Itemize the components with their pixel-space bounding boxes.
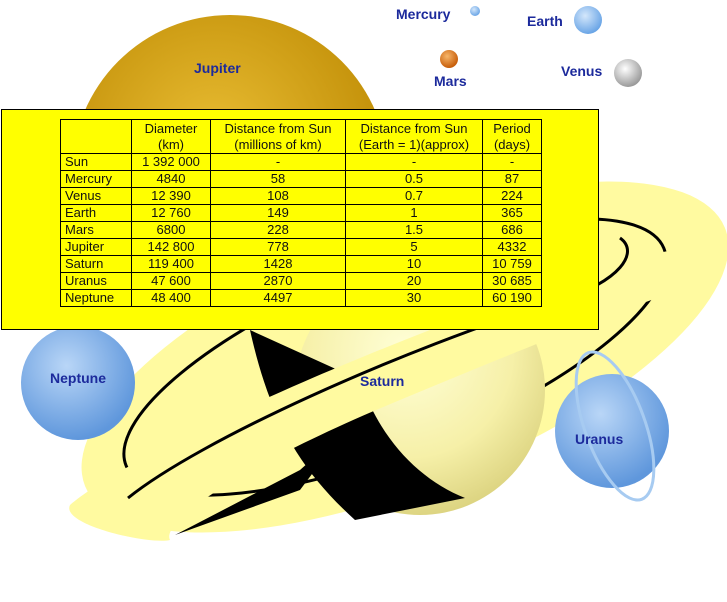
earth-label: Earth [527,13,563,29]
table-row: Sun 1 392 000- - - [60,153,542,171]
table-cell: 6800 [131,221,211,239]
planet-name-cell: Sun [60,153,132,171]
header-diameter-line2: (km) [158,137,184,152]
table-cell: 10 [345,255,483,273]
table-cell: 778 [210,238,346,256]
table-cell: 4497 [210,289,346,307]
header-distance-km-line1: Distance from Sun [224,121,332,136]
table-row: Neptune 48 400 4497 30 60 190 [60,289,542,307]
table-row: Mars 6800 228 1.5 686 [60,221,542,239]
header-diameter-line1: Diameter [144,121,198,136]
table-cell: 12 390 [131,187,211,205]
venus-label: Venus [561,63,603,79]
planet-name-cell: Saturn [60,255,132,273]
neptune-label: Neptune [50,370,106,386]
table-cell: 4840 [131,170,211,188]
mars-planet [440,50,458,68]
table-cell: 30 685 [482,272,542,290]
table-cell: 58 [210,170,346,188]
table-cell: 365 [482,204,542,222]
table-cell: 224 [482,187,542,205]
mars-label: Mars [434,73,467,89]
mercury-label: Mercury [396,6,451,22]
planet-data-panel: Diameter (km) Distance from Sun (million… [1,109,599,330]
table-row: Venus 12 390 108 0.7 224 [60,187,542,205]
table-cell: 108 [210,187,346,205]
planet-name-cell: Jupiter [60,238,132,256]
table-row: Uranus 47 600 2870 20 30 685 [60,272,542,290]
table-cell: - [482,153,542,171]
planet-name-cell: Mercury [60,170,132,188]
table-cell: 30 [345,289,483,307]
table-row: Jupiter 142 800 778 5 4332 [60,238,542,256]
saturn-label: Saturn [360,373,405,389]
uranus-label: Uranus [575,431,624,447]
table-cell: 149 [210,204,346,222]
table-cell: 5 [345,238,483,256]
table-cell: 60 190 [482,289,542,307]
table-row: Earth 12 760 149 1 365 [60,204,542,222]
uranus-ring [574,350,656,502]
table-cell: 1428 [210,255,346,273]
table-cell: 48 400 [131,289,211,307]
header-period-line1: Period [493,121,531,136]
table-cell: 0.5 [345,170,483,188]
planet-name-cell: Mars [60,221,132,239]
uranus-planet [555,374,669,488]
table-cell: 0.7 [345,187,483,205]
planet-name-cell: Neptune [60,289,132,307]
venus-planet [614,59,642,87]
table-cell: 686 [482,221,542,239]
header-diameter: Diameter (km) [131,119,211,154]
header-distance-au-line1: Distance from Sun [360,121,468,136]
planet-name-cell: Venus [60,187,132,205]
header-planet [60,119,132,154]
header-distance-au: Distance from Sun (Earth = 1)(approx) [345,119,483,154]
header-period-line2: (days) [493,137,531,152]
table-cell: 119 400 [131,255,211,273]
header-distance-au-line2: (Earth = 1)(approx) [358,137,470,152]
table-cell: - [345,153,483,171]
saturn-shadow [250,330,465,520]
table-cell: 12 760 [131,204,211,222]
table-cell: 87 [482,170,542,188]
neptune-planet [21,326,135,440]
planet-name-cell: Earth [60,204,132,222]
table-row: Saturn 119 400 1428 10 10 759 [60,255,542,273]
table-row: Mercury 4840 58 0.5 87 [60,170,542,188]
earth-planet [574,6,602,34]
planet-data-table: Diameter (km) Distance from Sun (million… [60,119,542,307]
table-cell: 10 759 [482,255,542,273]
table-cell: 1 [345,204,483,222]
table-cell: 47 600 [131,272,211,290]
table-cell: 4332 [482,238,542,256]
table-cell: 20 [345,272,483,290]
header-distance-km-line2: (millions of km) [234,137,322,152]
table-cell: - [210,153,346,171]
mercury-planet [470,6,480,16]
planet-name-cell: Uranus [60,272,132,290]
table-cell: 2870 [210,272,346,290]
header-period: Period (days) [482,119,542,154]
saturn-ring-front-line [127,236,629,500]
header-distance-km: Distance from Sun (millions of km) [210,119,346,154]
table-cell: 142 800 [131,238,211,256]
table-header-row: Diameter (km) Distance from Sun (million… [60,119,542,154]
table-cell: 1.5 [345,221,483,239]
table-cell: 1 392 000 [131,153,211,171]
jupiter-label: Jupiter [194,60,241,76]
table-cell: 228 [210,221,346,239]
